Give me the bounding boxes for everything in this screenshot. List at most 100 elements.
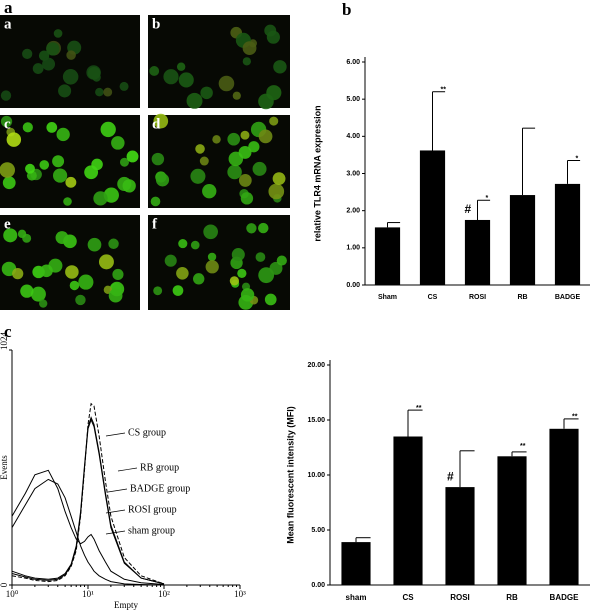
x-tick-label: CS bbox=[402, 593, 414, 602]
series-line bbox=[11, 416, 165, 585]
cell bbox=[91, 158, 103, 171]
x-tick-label: CS bbox=[428, 294, 438, 301]
cell bbox=[218, 75, 235, 92]
cell bbox=[75, 294, 86, 306]
cell bbox=[276, 255, 287, 266]
cell bbox=[176, 267, 189, 280]
y-tick-label: 4.00 bbox=[346, 133, 360, 140]
annotation: ** bbox=[520, 443, 526, 450]
cell bbox=[190, 168, 206, 184]
cell bbox=[269, 261, 283, 275]
y-tick-label: 20.00 bbox=[307, 362, 325, 369]
legend-label: sham group bbox=[128, 525, 175, 536]
cell bbox=[163, 69, 179, 85]
bar bbox=[445, 487, 475, 585]
cell bbox=[22, 122, 33, 133]
bar bbox=[419, 150, 446, 285]
cell bbox=[266, 30, 280, 44]
cell bbox=[212, 135, 221, 144]
image-label: a bbox=[4, 16, 12, 32]
cell bbox=[6, 132, 22, 147]
series-line bbox=[11, 418, 165, 585]
panel-label: a bbox=[4, 0, 13, 17]
bar bbox=[464, 219, 491, 285]
x-tick-label: sham bbox=[346, 593, 367, 602]
cell bbox=[150, 196, 161, 207]
series-line bbox=[11, 478, 165, 586]
bar bbox=[341, 542, 371, 585]
leader-line bbox=[107, 488, 128, 493]
cell bbox=[42, 57, 56, 71]
cell bbox=[25, 163, 35, 174]
cell bbox=[112, 268, 124, 281]
y-tick-label: 1.00 bbox=[346, 245, 360, 252]
x-tick-label: 10⁰ bbox=[6, 589, 19, 599]
bar bbox=[497, 456, 527, 585]
cell bbox=[205, 260, 219, 274]
cell bbox=[22, 48, 33, 59]
micrograph bbox=[148, 115, 290, 208]
cell bbox=[231, 248, 245, 262]
cell bbox=[119, 81, 129, 91]
cell bbox=[255, 252, 266, 262]
cell bbox=[17, 229, 27, 239]
bar bbox=[374, 227, 401, 285]
bar bbox=[554, 183, 581, 285]
y-tick-label: 5.00 bbox=[346, 96, 360, 103]
annotation: ** bbox=[441, 87, 447, 94]
cell bbox=[232, 91, 241, 100]
cell bbox=[122, 179, 136, 193]
annotation: * bbox=[576, 155, 579, 162]
cell bbox=[172, 285, 184, 296]
cell bbox=[176, 62, 186, 71]
y-tick-label: 15.00 bbox=[307, 417, 325, 424]
cell bbox=[193, 273, 205, 285]
cell bbox=[119, 157, 129, 167]
y-tick-label: 2.00 bbox=[346, 208, 360, 215]
cell bbox=[258, 267, 275, 284]
cell bbox=[242, 41, 257, 56]
cell bbox=[108, 288, 123, 303]
y-axis-label: relative TLR4 mRNA expression bbox=[312, 105, 322, 241]
y-tick-label: 0.00 bbox=[346, 282, 360, 289]
cell bbox=[153, 113, 169, 129]
cell bbox=[40, 264, 53, 278]
series-line bbox=[11, 469, 165, 585]
bar bbox=[393, 436, 423, 585]
cell bbox=[103, 87, 113, 97]
legend-label: RB group bbox=[140, 462, 179, 473]
y-tick-label: 5.00 bbox=[311, 527, 325, 534]
cell bbox=[268, 183, 285, 200]
cell bbox=[62, 69, 79, 85]
panel-label: b bbox=[342, 0, 351, 19]
cell bbox=[53, 29, 63, 38]
x-tick-label: BADGE bbox=[550, 593, 580, 602]
cell bbox=[100, 121, 116, 138]
micrograph bbox=[0, 115, 140, 208]
cell bbox=[178, 72, 194, 88]
cell bbox=[258, 129, 273, 144]
cell bbox=[227, 132, 241, 146]
cell bbox=[52, 155, 65, 168]
y-tick-label: 6.00 bbox=[346, 59, 360, 66]
cell bbox=[200, 86, 213, 100]
cell bbox=[242, 57, 251, 66]
cell bbox=[98, 254, 114, 270]
cell bbox=[126, 150, 139, 163]
cell bbox=[2, 176, 16, 190]
cell bbox=[108, 238, 119, 249]
cell bbox=[178, 239, 188, 249]
panel-label: c bbox=[4, 322, 12, 341]
cell bbox=[93, 191, 108, 206]
y-tick-label: 10.00 bbox=[307, 472, 325, 479]
cell bbox=[195, 144, 205, 154]
cell bbox=[153, 286, 163, 296]
cell bbox=[272, 172, 286, 186]
cell bbox=[273, 60, 287, 74]
cell bbox=[258, 93, 274, 110]
cell bbox=[12, 268, 24, 280]
cell bbox=[238, 174, 252, 187]
cell bbox=[30, 286, 46, 302]
legend-label: ROSI group bbox=[128, 504, 177, 515]
